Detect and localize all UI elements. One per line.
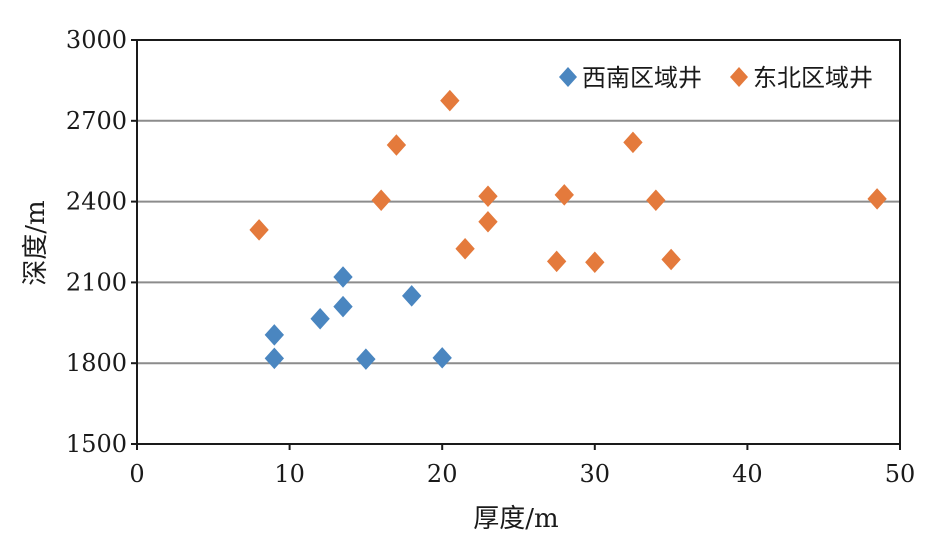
- data-point-series-2: [478, 185, 498, 207]
- y-tick-label: 2100: [66, 268, 127, 296]
- y-tick-label: 2700: [66, 107, 127, 135]
- data-point-series-2: [386, 134, 407, 156]
- legend-marker-series-1: [559, 67, 577, 87]
- data-point-series-2: [455, 237, 475, 260]
- data-point-series-1: [356, 348, 376, 370]
- legend-label-series-2: 东北区域井: [753, 64, 873, 92]
- x-axis-tick-labels: 0 10 20 30 40 50: [129, 460, 915, 488]
- data-point-series-2: [554, 184, 574, 206]
- y-tick-label: 1500: [66, 430, 127, 458]
- data-point-series-2: [371, 189, 391, 212]
- data-point-series-1: [402, 285, 422, 307]
- data-point-series-2: [623, 131, 643, 154]
- x-axis-title: 厚度/m: [473, 504, 558, 534]
- x-tick-label: 20: [427, 460, 458, 488]
- data-points: [249, 89, 887, 370]
- data-point-series-2: [249, 219, 269, 241]
- data-point-series-1: [310, 308, 330, 330]
- gridlines: [137, 119, 900, 365]
- data-point-series-1: [264, 324, 285, 346]
- data-point-series-1: [333, 295, 353, 318]
- x-tick-label: 10: [274, 460, 305, 488]
- x-tick-label: 30: [580, 460, 611, 488]
- y-tick-label: 2400: [66, 188, 127, 216]
- data-point-series-2: [867, 188, 887, 210]
- data-point-series-2: [546, 250, 567, 273]
- data-point-series-2: [440, 89, 460, 112]
- data-point-series-2: [646, 189, 666, 212]
- y-tick-label: 3000: [66, 26, 127, 54]
- x-tick-label: 40: [732, 460, 763, 488]
- data-point-series-1: [264, 347, 285, 370]
- legend: 西南区域井 东北区域井: [559, 64, 873, 92]
- y-tick-label: 1800: [66, 349, 127, 377]
- data-point-series-2: [478, 211, 498, 233]
- x-tick-label: 0: [129, 460, 144, 488]
- x-tick-label: 50: [885, 460, 916, 488]
- axis-ticks: [131, 39, 901, 450]
- data-point-series-2: [661, 248, 681, 271]
- data-point-series-1: [432, 347, 452, 369]
- legend-marker-series-2: [730, 67, 748, 87]
- y-axis-title: 深度/m: [21, 200, 51, 285]
- y-axis-tick-labels: 1500 1800 2100 2400 2700 3000: [66, 26, 127, 458]
- legend-label-series-1: 西南区域井: [582, 64, 702, 92]
- plot-area-frame: [136, 39, 901, 445]
- data-point-series-2: [585, 251, 605, 273]
- data-point-series-1: [333, 266, 353, 288]
